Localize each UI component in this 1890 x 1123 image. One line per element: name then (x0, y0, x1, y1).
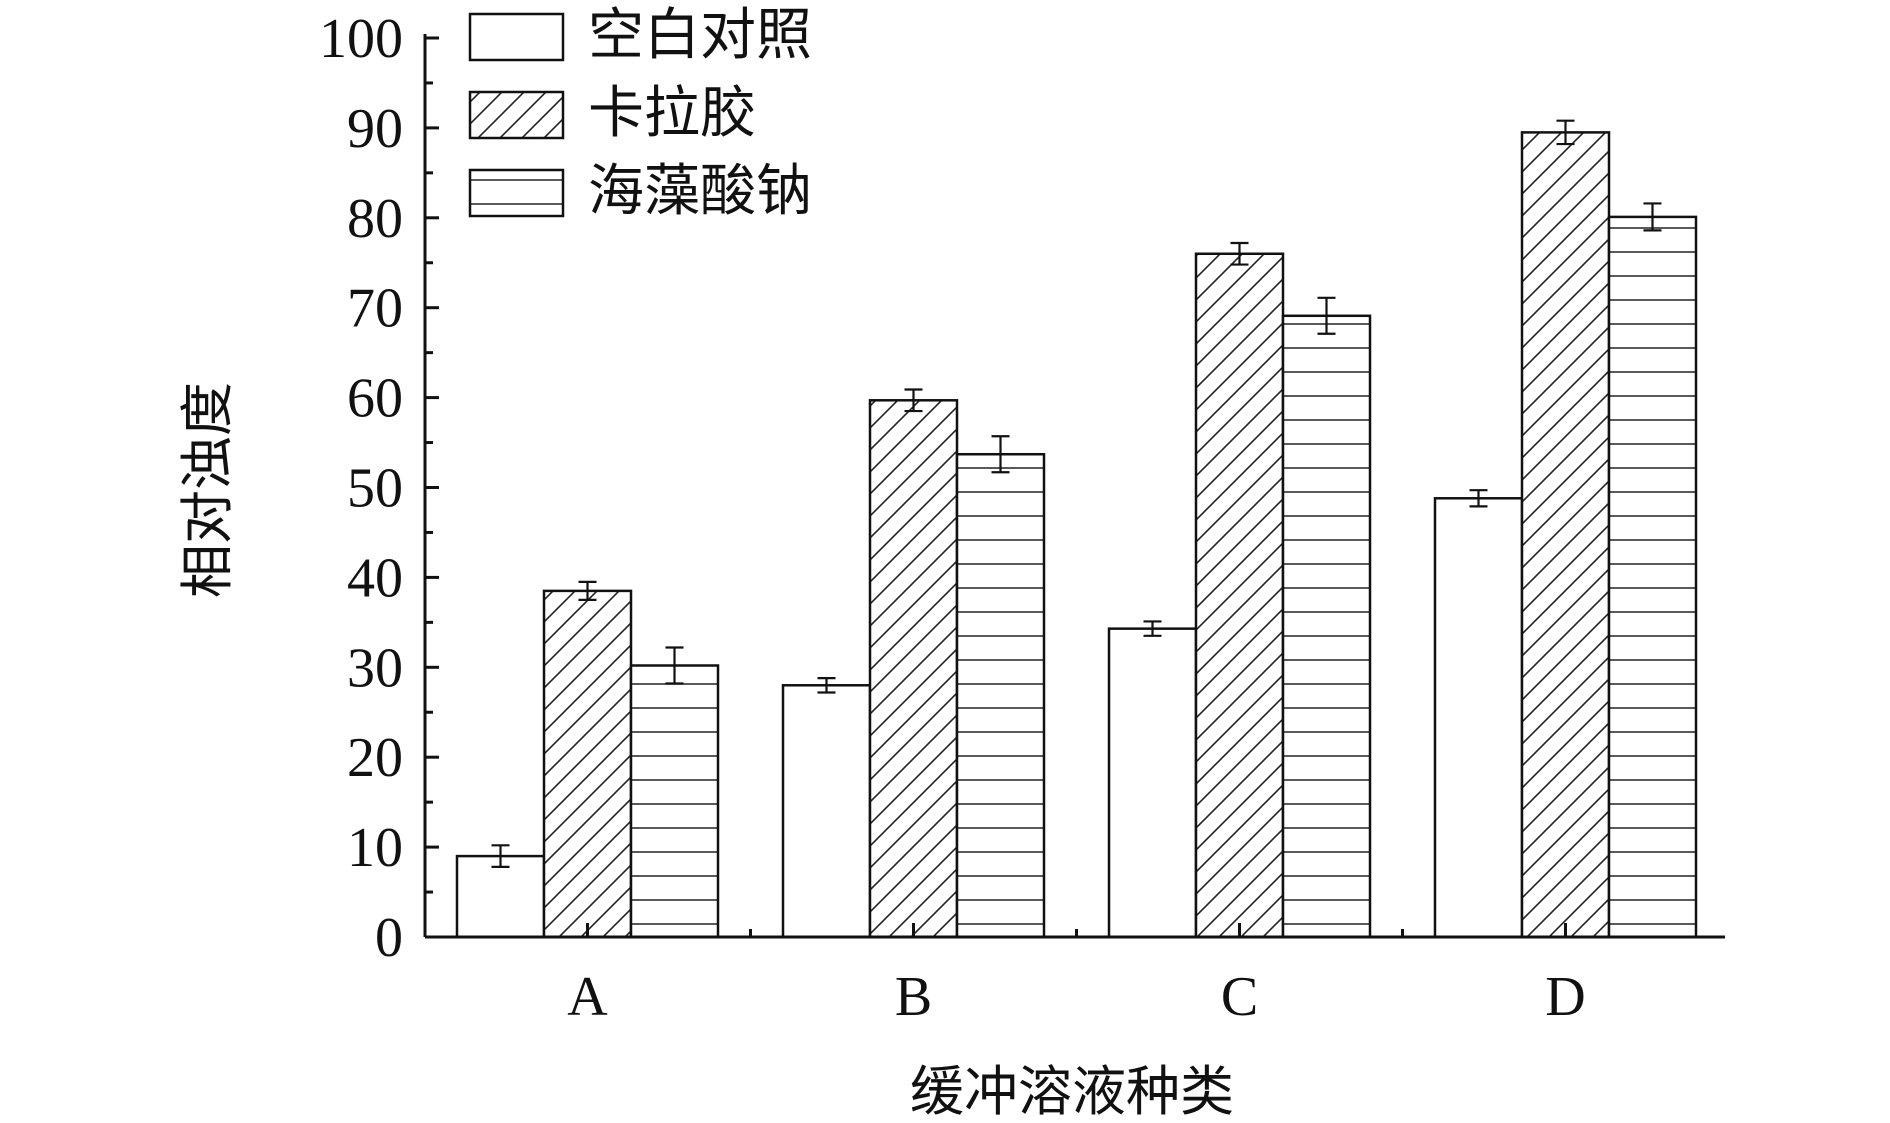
bar-C-1 (1107, 627, 1198, 939)
error-bar-C-1 (1143, 620, 1162, 637)
y-tick-label: 80 (347, 188, 403, 250)
error-bar-D-3 (1643, 202, 1662, 232)
error-bar-C-2 (1230, 241, 1249, 266)
error-bar-C-3 (1317, 296, 1336, 335)
bar-C-2 (1194, 252, 1285, 939)
axes-layer: 0 10 20 30 40 50 60 70 80 90 100 (319, 8, 1725, 969)
y-tick-label: 40 (347, 547, 403, 609)
bar-D-1 (1433, 497, 1524, 939)
y-tick-label: 70 (347, 278, 403, 340)
bar-A-3 (629, 664, 720, 939)
y-tick-label: 0 (375, 907, 403, 969)
x-tick-label-A: A (567, 966, 608, 1028)
y-tick-label: 100 (319, 8, 403, 70)
error-bar-B-1 (817, 676, 836, 694)
x-axis-title: 缓冲溶液种类 (910, 1060, 1234, 1123)
bar-D-2 (1520, 131, 1611, 939)
y-tick-label: 10 (347, 817, 403, 879)
bar-B-3 (955, 452, 1046, 939)
error-bar-A-3 (665, 646, 684, 685)
y-tick-label: 30 (347, 637, 403, 699)
y-axis-title: 相对浊度 (176, 382, 239, 598)
x-tick-label-C: C (1221, 966, 1258, 1028)
error-bar-D-2 (1556, 119, 1575, 146)
bar-D-3 (1607, 215, 1698, 939)
bar-B-1 (781, 684, 872, 939)
error-bar-B-2 (904, 388, 923, 413)
error-bar-D-1 (1469, 489, 1488, 508)
legend-swatch-2 (468, 90, 565, 140)
y-tick-label: 50 (347, 458, 403, 520)
y-tick-label: 60 (347, 368, 403, 430)
error-bar-A-2 (578, 580, 597, 601)
legend-label-1: 空白对照 (588, 3, 812, 68)
error-bar-A-1 (491, 844, 510, 868)
legend-label-3: 海藻酸钠 (588, 159, 812, 224)
bar-A-1 (455, 854, 546, 939)
legend-label-2: 卡拉胶 (588, 81, 756, 146)
y-tick-label: 90 (347, 98, 403, 160)
bar-C-3 (1281, 314, 1372, 939)
y-tick-label: 20 (347, 727, 403, 789)
x-tick-label-D: D (1545, 966, 1585, 1028)
x-tick-label-B: B (895, 966, 932, 1028)
legend-swatch-1 (468, 12, 565, 62)
bar-B-2 (868, 399, 959, 939)
legend-swatch-3 (468, 168, 565, 218)
bar-A-2 (542, 589, 633, 939)
bars-layer: A B C D (455, 119, 1698, 1028)
error-bar-B-3 (991, 435, 1010, 474)
